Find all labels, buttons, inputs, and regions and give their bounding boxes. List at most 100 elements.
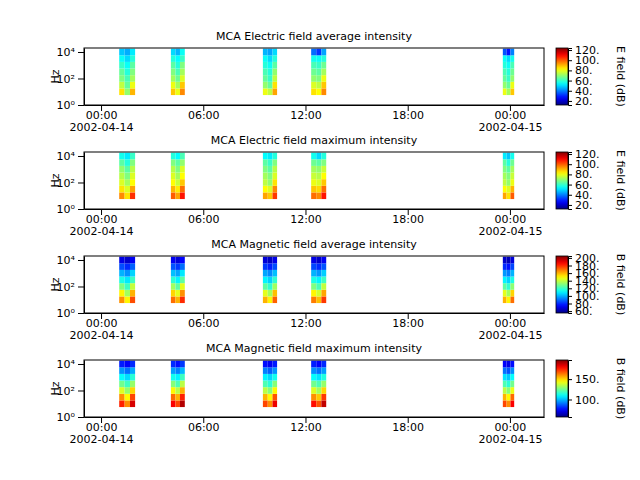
x-tick: 12:00: [290, 417, 322, 434]
x-tick-label-line: 00:00: [86, 109, 118, 122]
plot-frame: [84, 48, 544, 105]
y-tick: 10⁴: [57, 358, 84, 371]
y-tick: 10⁴: [57, 46, 84, 59]
cell: [175, 374, 180, 381]
cell: [263, 394, 268, 401]
cell: [175, 394, 180, 401]
cell: [273, 49, 278, 56]
cell: [268, 400, 273, 407]
cell: [273, 153, 278, 160]
x-tick: 06:00: [188, 209, 220, 226]
cell: [311, 75, 316, 82]
cell: [263, 186, 268, 193]
cell: [503, 394, 507, 401]
cell: [125, 257, 130, 264]
cell: [321, 400, 326, 407]
cell: [311, 62, 316, 69]
cell: [273, 290, 278, 297]
cell: [321, 361, 326, 368]
cell: [171, 394, 176, 401]
heatmap-cells: [119, 361, 514, 407]
cell: [119, 381, 124, 388]
cell: [263, 55, 268, 62]
cell: [503, 55, 507, 62]
cell: [503, 367, 507, 374]
cell: [125, 88, 130, 95]
x-tick-label: 12:00: [290, 213, 322, 226]
cell: [130, 263, 135, 270]
cell: [263, 179, 268, 186]
cell: [180, 400, 185, 407]
cell: [503, 374, 507, 381]
cell: [311, 179, 316, 186]
x-tick-label: 18:00: [392, 421, 424, 434]
cell: [180, 257, 185, 264]
plot-frame: [84, 152, 544, 209]
cell: [263, 263, 268, 270]
x-tick: 06:00: [188, 417, 220, 434]
cell: [171, 153, 176, 160]
cell: [273, 270, 278, 277]
colorbar-tick-mark: [568, 195, 572, 196]
cell: [316, 257, 321, 264]
cell: [311, 277, 316, 284]
cell: [125, 381, 130, 388]
x-tick-label-line: 12:00: [290, 109, 322, 122]
cell: [263, 69, 268, 76]
y-tick: 10⁴: [57, 254, 84, 267]
cell: [311, 49, 316, 56]
colorbar-tick-mark: [568, 311, 572, 312]
cell: [321, 179, 326, 186]
cell: [268, 283, 273, 290]
colorbar-tick-mark: [568, 81, 572, 82]
x-tick-label: 18:00: [392, 109, 424, 122]
x-tick-label-line: 2002-04-15: [478, 329, 542, 342]
cell: [321, 69, 326, 76]
cell: [510, 394, 514, 401]
cell: [268, 75, 273, 82]
cell: [119, 88, 124, 95]
cell: [119, 361, 124, 368]
cell: [180, 75, 185, 82]
cell: [263, 374, 268, 381]
x-tick-label: 12:00: [290, 421, 322, 434]
cell: [507, 381, 511, 388]
cell: [175, 166, 180, 173]
colorbar-axis: 20.40.60.80.100.120.: [568, 44, 600, 108]
cell: [311, 381, 316, 388]
x-tick-label-line: 2002-04-14: [70, 121, 134, 134]
cell: [119, 192, 124, 199]
cell: [171, 374, 176, 381]
x-axis-line: [85, 417, 545, 418]
colorbar-tick-mark: [568, 281, 572, 282]
cell: [510, 62, 514, 69]
cell: [510, 277, 514, 284]
cell: [510, 55, 514, 62]
cell: [503, 263, 507, 270]
colorbar-tick-mark: [568, 164, 572, 165]
cell: [503, 270, 507, 277]
cell: [316, 263, 321, 270]
colorbar-tick-mark: [568, 154, 572, 155]
cell: [175, 49, 180, 56]
cell: [273, 277, 278, 284]
cell: [273, 400, 278, 407]
colorbar-tick: 150.: [568, 373, 600, 386]
x-tick-label-line: 00:00: [495, 421, 527, 434]
cell: [507, 374, 511, 381]
colorbar: [556, 360, 568, 417]
cell: [503, 82, 507, 89]
panel: 00:002002-04-1406:0012:0018:0000:002002-…: [49, 134, 627, 238]
cell: [180, 361, 185, 368]
cell: [263, 361, 268, 368]
colorbar-title: B field (dB): [614, 254, 627, 315]
cell: [507, 75, 511, 82]
cell: [171, 179, 176, 186]
cell: [263, 166, 268, 173]
cell: [273, 374, 278, 381]
cell: [130, 62, 135, 69]
colorbar-tick: 120.: [568, 148, 600, 161]
cell: [311, 361, 316, 368]
y-tick-label: 10⁰: [57, 411, 76, 424]
cell: [263, 283, 268, 290]
